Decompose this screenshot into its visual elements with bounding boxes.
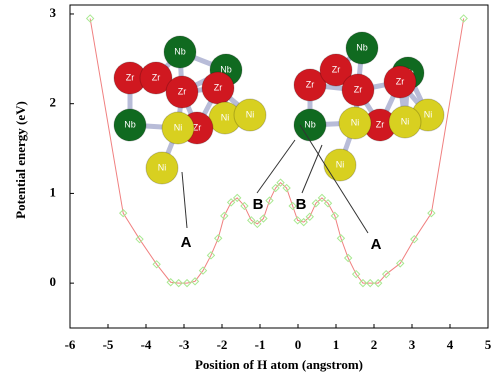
atom-label: Ni [221,112,230,122]
atom-label: Zr [376,119,385,129]
x-tick-label: -5 [103,337,114,352]
annotation: A [181,234,192,251]
x-tick-label: -3 [179,337,190,352]
plot-frame [70,5,488,328]
x-tick-label: 0 [295,337,302,352]
y-tick-label: 0 [50,274,57,289]
atom-label: Ni [401,116,410,126]
atom-label: Zr [214,82,223,92]
chart: Position of H atom (angstrom) Potential … [0,0,497,380]
atom-label: Nb [304,119,316,129]
atom-label: Nb [124,119,136,129]
atom-label: Zr [332,64,341,74]
atom-label: Zr [178,86,187,96]
arrow [182,172,187,228]
atom-label: Ni [158,162,167,172]
x-tick-label: -2 [217,337,228,352]
atom-label: Zr [306,79,315,89]
x-tick-label: -6 [65,337,76,352]
y-tick-label: 2 [50,95,57,110]
atom-label: Zr [152,72,161,82]
x-tick-label: 4 [447,337,454,352]
molecules: ZrZrNbNbZrZrNbNiZrNiNiNiZrZrNbNbZrZrNbNi… [114,32,444,184]
x-tick-label: -1 [255,337,266,352]
x-tick-label: 5 [485,337,492,352]
atom-label: Zr [126,72,135,82]
y-tick-label: 3 [50,5,57,20]
atom-label: Ni [351,117,360,127]
annotation: A [371,236,382,253]
arrow [302,145,322,193]
atom-label: Nb [356,42,368,52]
x-axis-title: Position of H atom (angstrom) [195,357,363,372]
x-tick-label: 2 [371,337,378,352]
atom-label: Ni [336,159,345,169]
atom-label: Nb [174,46,186,56]
y-tick-label: 1 [50,184,57,199]
x-tick-label: 3 [409,337,416,352]
y-axis-title: Potential energy (eV) [13,101,28,219]
x-tick-label: 1 [333,337,340,352]
atom-label: Zr [396,76,405,86]
x-tick-label: -4 [141,337,152,352]
annotation: B [253,196,264,213]
atom-label: Zr [354,84,363,94]
annotation: B [296,196,307,213]
atom-label: Ni [174,122,183,132]
atom-label: Ni [424,109,433,119]
atom-label: Ni [246,109,255,119]
